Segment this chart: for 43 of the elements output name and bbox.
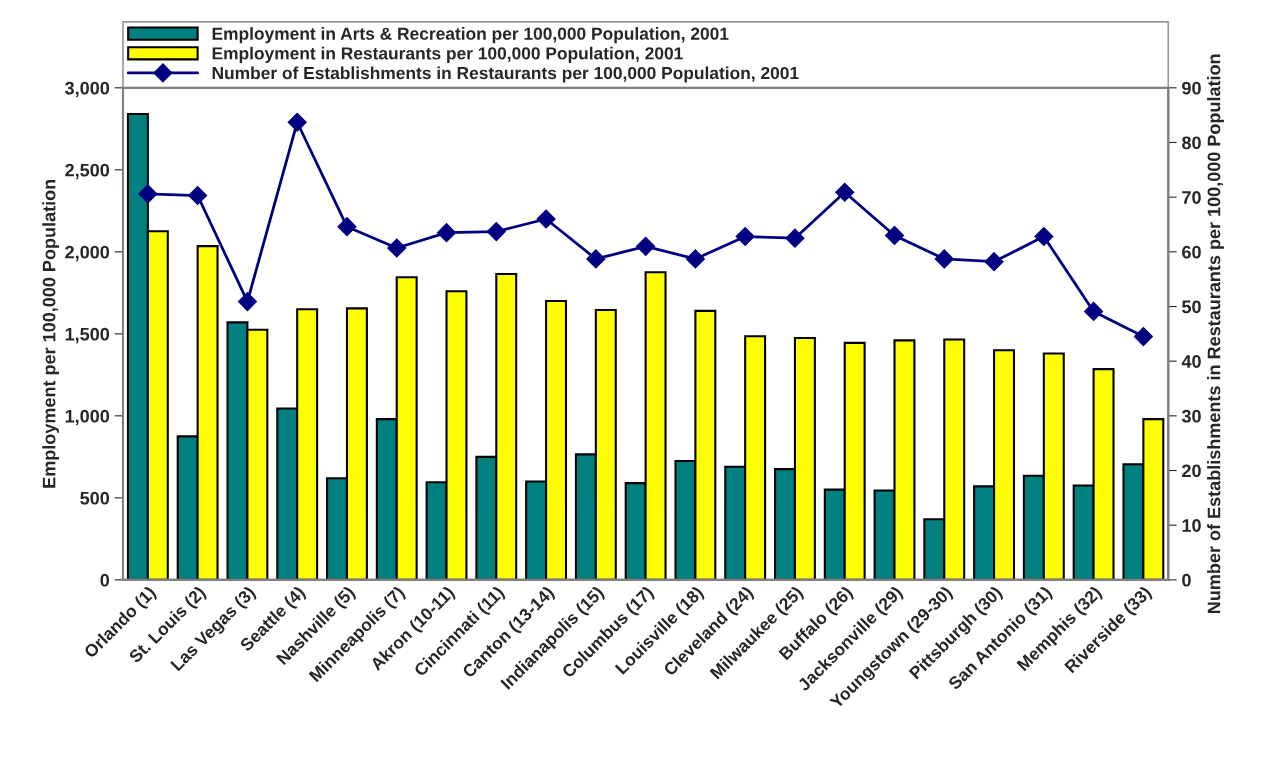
point [486, 222, 506, 242]
y-tick-label: 500 [80, 491, 110, 505]
y2-tick-label: 60 [1182, 245, 1201, 259]
y-tick-label: 1,500 [65, 327, 110, 344]
point [934, 249, 954, 269]
y2-tick-label: 90 [1182, 81, 1201, 95]
legend-label: Number of Establishments in Restaurants per 100,000 Population, 2001 [212, 66, 799, 83]
y2-axis-title: Number of Establishments in Restaurants per 100,000 Population [1207, 54, 1224, 614]
point [387, 238, 407, 258]
point [636, 236, 656, 256]
point [984, 252, 1004, 272]
point [735, 226, 755, 247]
point [287, 112, 307, 132]
y2-tick-label: 40 [1181, 355, 1201, 368]
point [685, 249, 705, 269]
legend-label: Employment in Restaurants per 100,000 Population, 2001 [212, 46, 683, 63]
point [436, 223, 457, 243]
point [586, 249, 606, 269]
point [1084, 301, 1104, 321]
legend-label: Employment in Arts & Recreation per 100,000 Population, 2001 [212, 27, 729, 44]
y2-tick-label: 30 [1181, 409, 1201, 423]
point [536, 209, 556, 229]
y-tick-label: 0 [100, 573, 110, 587]
point [884, 225, 905, 245]
y-tick-label: 1,000 [65, 409, 110, 426]
y-tick-label: 2,000 [65, 245, 110, 262]
point [188, 185, 208, 206]
point [337, 217, 357, 237]
point [835, 182, 855, 202]
y2-tick-label: 0 [1182, 573, 1191, 587]
point [1034, 226, 1054, 247]
y2-tick-label: 20 [1182, 464, 1201, 478]
y2-tick-label: 50 [1182, 300, 1201, 314]
y2-tick-label: 80 [1182, 136, 1201, 150]
y-axis-title: Employment per 100,000 Population [42, 179, 60, 488]
point [237, 292, 257, 312]
y-tick-label: 2,500 [65, 163, 110, 180]
y-tick-label: 3,000 [65, 81, 110, 98]
y2-tick-label: 70 [1182, 191, 1201, 204]
point [138, 184, 158, 204]
y2-tick-label: 10 [1182, 519, 1201, 532]
point [1133, 327, 1153, 347]
point [785, 228, 805, 248]
